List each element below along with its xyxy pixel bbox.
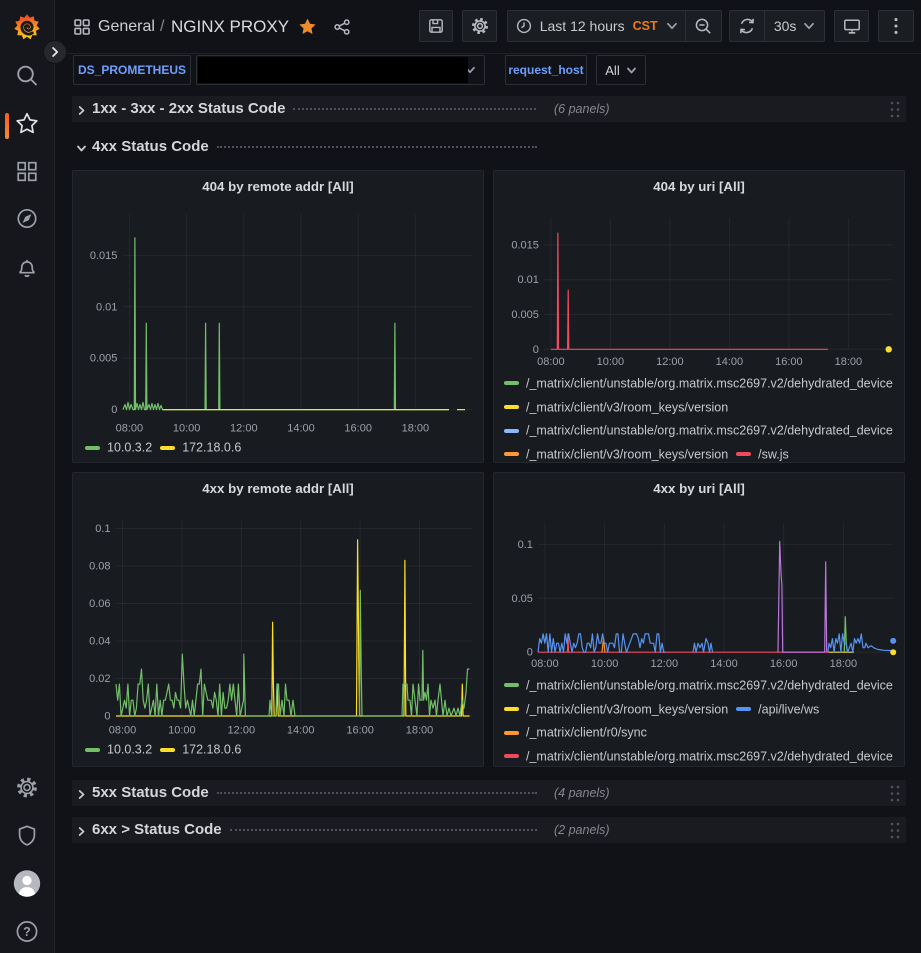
svg-text:0.02: 0.02 xyxy=(89,673,110,685)
svg-text:0.1: 0.1 xyxy=(518,539,533,551)
svg-text:0.1: 0.1 xyxy=(95,523,110,535)
svg-text:10:00: 10:00 xyxy=(168,725,196,737)
svg-text:08:00: 08:00 xyxy=(109,725,137,737)
svg-text:08:00: 08:00 xyxy=(537,356,565,368)
svg-text:14:00: 14:00 xyxy=(710,658,738,670)
svg-text:14:00: 14:00 xyxy=(716,356,744,368)
svg-text:0: 0 xyxy=(533,344,539,356)
svg-text:12:00: 12:00 xyxy=(228,725,256,737)
svg-text:0.005: 0.005 xyxy=(90,353,118,365)
svg-text:0.06: 0.06 xyxy=(89,598,110,610)
svg-text:08:00: 08:00 xyxy=(116,423,144,435)
svg-text:14:00: 14:00 xyxy=(287,725,315,737)
svg-text:?: ? xyxy=(23,925,31,939)
svg-text:0: 0 xyxy=(111,404,117,416)
svg-text:0.01: 0.01 xyxy=(517,274,538,286)
svg-text:12:00: 12:00 xyxy=(656,356,684,368)
svg-text:0: 0 xyxy=(104,711,110,723)
svg-text:10:00: 10:00 xyxy=(173,423,201,435)
svg-text:0.015: 0.015 xyxy=(90,250,118,262)
svg-text:10:00: 10:00 xyxy=(597,356,625,368)
svg-text:0.04: 0.04 xyxy=(89,636,110,648)
svg-text:0.01: 0.01 xyxy=(96,301,117,313)
svg-text:18:00: 18:00 xyxy=(830,658,858,670)
svg-text:12:00: 12:00 xyxy=(651,658,679,670)
svg-text:0.015: 0.015 xyxy=(511,239,539,251)
svg-text:14:00: 14:00 xyxy=(287,423,315,435)
svg-text:16:00: 16:00 xyxy=(344,423,372,435)
svg-text:16:00: 16:00 xyxy=(775,356,803,368)
svg-text:10:00: 10:00 xyxy=(591,658,619,670)
svg-text:16:00: 16:00 xyxy=(770,658,798,670)
svg-text:18:00: 18:00 xyxy=(835,356,863,368)
svg-text:0: 0 xyxy=(527,647,533,659)
svg-text:0.08: 0.08 xyxy=(89,561,110,573)
svg-text:08:00: 08:00 xyxy=(531,658,559,670)
svg-text:0.05: 0.05 xyxy=(511,593,532,605)
svg-text:12:00: 12:00 xyxy=(230,423,258,435)
svg-text:0.005: 0.005 xyxy=(511,309,539,321)
svg-text:18:00: 18:00 xyxy=(406,725,434,737)
svg-text:18:00: 18:00 xyxy=(402,423,430,435)
svg-text:16:00: 16:00 xyxy=(346,725,374,737)
